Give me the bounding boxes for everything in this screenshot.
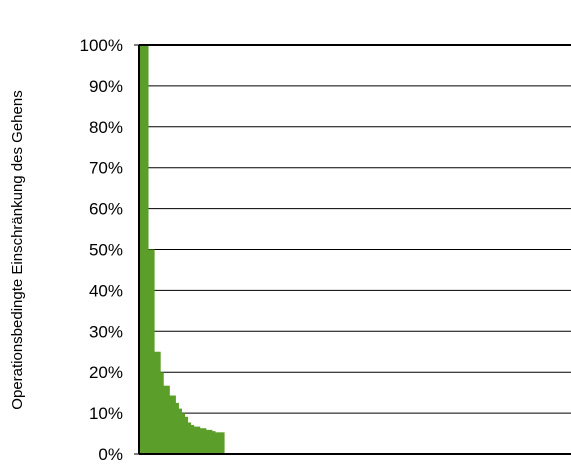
y-tick-label: 10% — [89, 404, 123, 423]
bars — [139, 45, 225, 454]
bar — [190, 424, 195, 454]
y-tick-label: 30% — [89, 322, 123, 341]
bar — [175, 402, 179, 454]
bar — [205, 429, 210, 454]
bar — [208, 429, 213, 454]
bar — [202, 428, 207, 454]
y-tick-label: 20% — [89, 363, 123, 382]
y-tick-label: 80% — [89, 118, 123, 137]
y-tick-label: 40% — [89, 281, 123, 300]
bar — [154, 351, 158, 454]
axes — [134, 44, 571, 455]
bar — [151, 249, 155, 454]
bar — [187, 422, 192, 454]
y-tick-labels: 0% 10% 20% 30% 40% 50% 60% 70% 80% 90% 100% — [80, 36, 123, 464]
bar — [181, 413, 186, 454]
bar — [215, 432, 219, 454]
bar — [218, 432, 222, 454]
bar — [139, 45, 143, 454]
bar — [157, 351, 161, 454]
bar — [142, 45, 146, 454]
bar — [169, 395, 173, 454]
y-tick-label: 60% — [89, 200, 123, 219]
bar — [193, 426, 198, 454]
bar — [166, 385, 170, 454]
gridlines — [139, 85, 571, 414]
y-tick-label: 90% — [89, 77, 123, 96]
bar — [212, 431, 216, 454]
y-tick-label: 50% — [89, 241, 123, 260]
bar — [148, 249, 152, 454]
bar — [145, 45, 149, 454]
bar — [184, 416, 189, 454]
y-tick-label: 0% — [98, 445, 123, 464]
bar — [172, 395, 176, 454]
y-axis-label: Operationsbedingte Einschränkung des Geh… — [9, 90, 26, 409]
bar — [196, 426, 201, 454]
y-tick-label: 100% — [80, 36, 123, 55]
bar — [178, 408, 182, 454]
bar — [221, 432, 225, 454]
bar — [163, 385, 167, 454]
bar — [199, 428, 204, 454]
y-tick-label: 70% — [89, 159, 123, 178]
bar — [160, 372, 164, 454]
